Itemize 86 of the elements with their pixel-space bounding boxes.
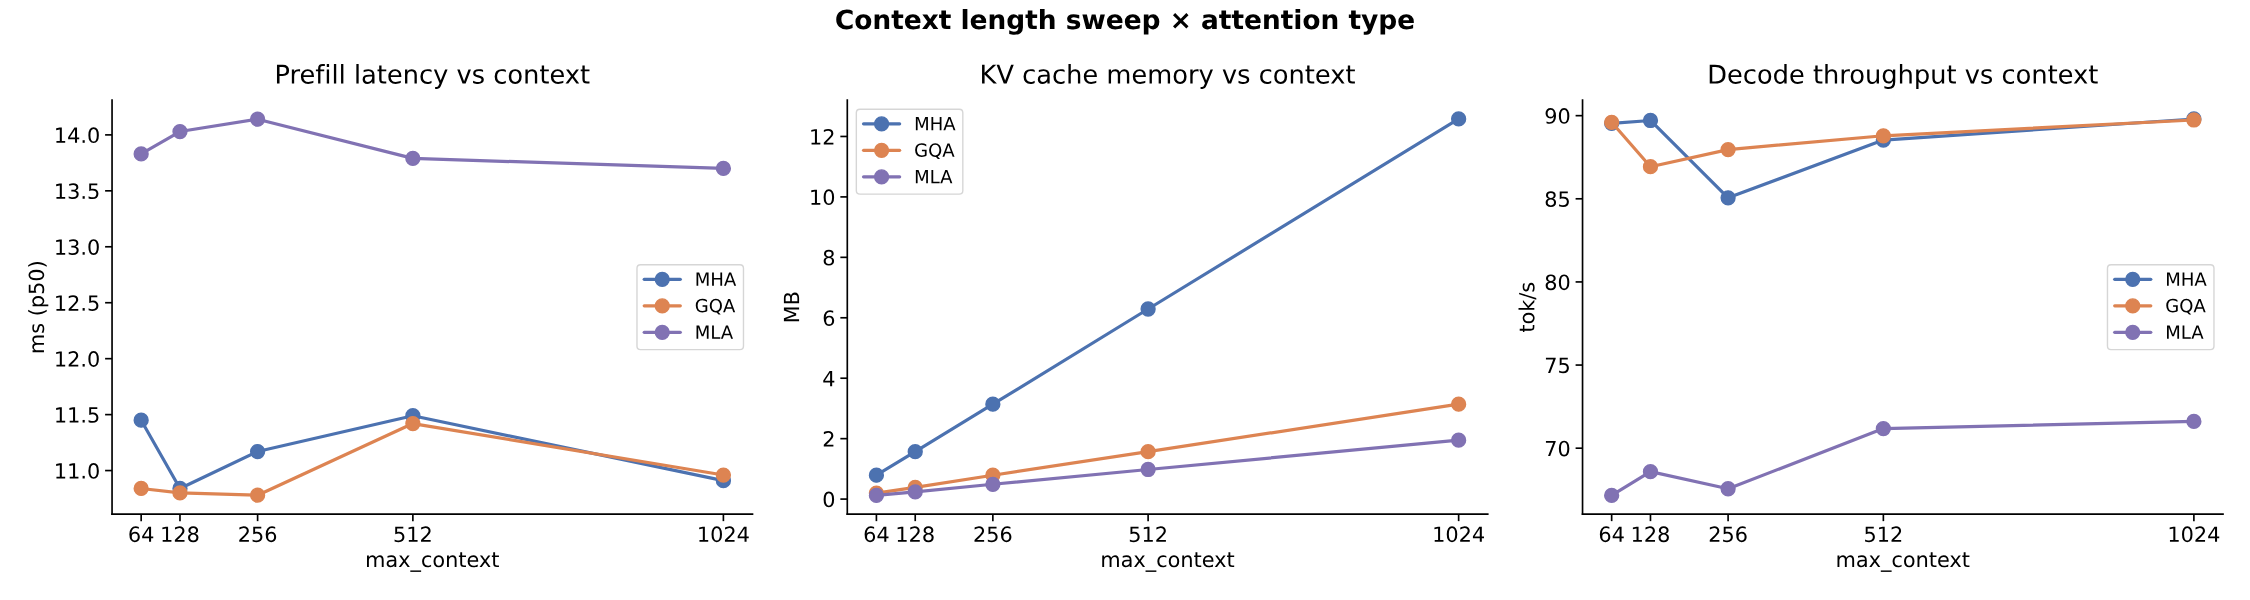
chart-title: KV cache memory vs context [982, 64, 1355, 89]
y-axis-title: ms (p50) [28, 262, 49, 353]
x-tick-label: 512 [1865, 526, 1902, 543]
x-tick-label: 256 [974, 526, 1012, 543]
point [1642, 159, 1659, 175]
point [715, 160, 732, 177]
point [1642, 112, 1659, 129]
point [405, 150, 421, 167]
point [1642, 463, 1659, 480]
point [249, 443, 266, 460]
x-tick-label: 512 [394, 526, 431, 543]
point [985, 396, 1001, 412]
x-tick-label: 64 [864, 526, 889, 543]
y-tick-label: 75 [1545, 357, 1569, 374]
x-tick-label: 256 [239, 526, 277, 543]
y-tick-label: 85 [1545, 191, 1569, 208]
point [405, 415, 421, 432]
y-tick-label: 6 [823, 310, 835, 326]
y-tick-label: 12 [811, 128, 834, 145]
legend-label: MHA [696, 272, 737, 286]
legend-label: MHA [915, 117, 956, 131]
chart-title: Decode throughput vs context [1709, 64, 2098, 89]
y-tick-label: 90 [1545, 108, 1570, 124]
x-tick-label: 64 [1599, 526, 1624, 543]
y-tick-label: 13.0 [56, 239, 99, 255]
point [249, 111, 266, 127]
x-tick-label: 1024 [699, 526, 749, 543]
point [1140, 301, 1156, 317]
point [1450, 396, 1467, 412]
point [1720, 190, 1736, 206]
x-tick-label: 128 [162, 526, 199, 543]
point [1875, 420, 1892, 437]
legend-label: MLA [696, 325, 733, 339]
point [1604, 487, 1620, 504]
y-tick-label: 8 [823, 249, 835, 266]
point [1140, 444, 1156, 460]
x-axis-title: max_context [1102, 552, 1235, 572]
y-tick-label: 12.0 [56, 351, 99, 367]
x-tick-label: 128 [1632, 526, 1669, 543]
y-tick-label: 11.5 [56, 407, 99, 423]
point [172, 123, 188, 140]
point [1140, 461, 1156, 478]
y-tick-label: 70 [1545, 440, 1570, 457]
y-tick-label: 10 [811, 189, 835, 206]
point [2186, 413, 2202, 430]
point [172, 485, 188, 501]
x-tick-label: 512 [1129, 526, 1166, 543]
x-axis-title: max_context [367, 552, 499, 572]
y-tick-label: 12.5 [56, 295, 99, 311]
x-tick-label: 256 [1709, 526, 1747, 543]
legend-label: GQA [695, 298, 736, 315]
legend-label: GQA [915, 143, 955, 159]
y-tick-label: 13.5 [56, 183, 99, 200]
point [715, 467, 732, 483]
point [907, 484, 923, 500]
y-axis-title: MB [783, 292, 800, 322]
y-tick-label: 4 [823, 370, 835, 387]
x-tick-label: 1024 [1434, 526, 1484, 543]
legend-label: MLA [2167, 325, 2204, 339]
point [133, 146, 149, 162]
chart-title: Prefill latency vs context [276, 64, 590, 89]
legend-label: MHA [2167, 272, 2207, 286]
point [1450, 111, 1467, 127]
y-tick-label: 14.0 [56, 127, 99, 144]
legend-label: GQA [2166, 298, 2206, 315]
x-tick-label: 1024 [2169, 526, 2220, 543]
y-axis-title: tok/s [1518, 282, 1537, 333]
y-tick-label: 11.0 [56, 463, 99, 479]
point [1720, 481, 1736, 497]
text: Context length sweep × attention type [836, 9, 1414, 35]
legend-label: MLA [915, 170, 953, 184]
x-tick-label: 128 [897, 526, 934, 543]
point [133, 412, 149, 428]
y-tick-label: 0 [823, 491, 835, 508]
point [1450, 432, 1467, 448]
point [1720, 141, 1736, 158]
point [1875, 128, 1892, 144]
x-tick-label: 64 [129, 526, 154, 543]
y-tick-label: 80 [1545, 274, 1570, 291]
point [133, 480, 149, 497]
x-axis-title: max_context [1837, 552, 1970, 572]
point [985, 476, 1001, 492]
point [249, 487, 266, 503]
y-tick-label: 2 [823, 431, 834, 447]
point [907, 444, 923, 460]
point [868, 467, 885, 483]
